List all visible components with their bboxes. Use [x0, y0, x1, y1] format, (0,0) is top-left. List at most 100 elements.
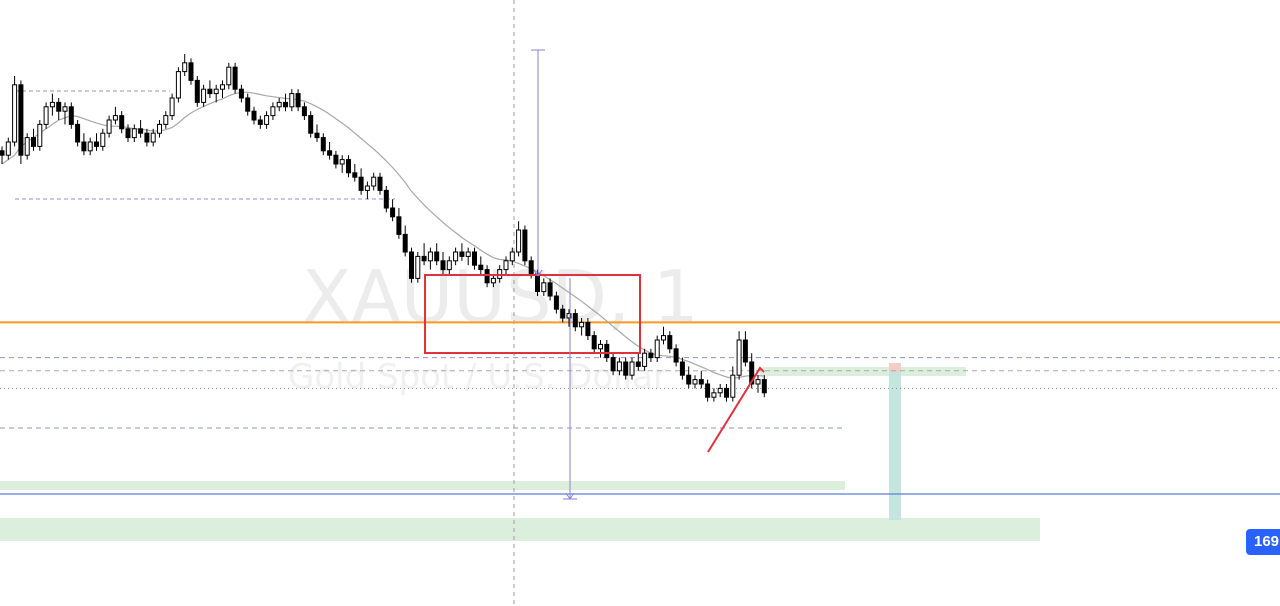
candle [75, 120, 81, 147]
candle-body [610, 357, 616, 372]
watermark: XAUUSD, 1 Gold Spot / U.S. Dollar [288, 255, 699, 397]
candle-body [503, 260, 509, 271]
candle-body [49, 101, 55, 108]
candle [635, 353, 641, 371]
candle-body [157, 123, 162, 134]
candle-body [264, 115, 270, 125]
candle [383, 186, 389, 213]
candle-body [724, 387, 729, 398]
candle-body [257, 119, 263, 125]
candle-body [566, 313, 572, 319]
candle-body [213, 88, 219, 95]
candles-layer [0, 54, 767, 402]
candle [112, 106, 118, 125]
candle [585, 318, 591, 340]
candle [163, 111, 169, 129]
candle [509, 247, 515, 266]
candle-body [289, 93, 295, 108]
candle [440, 252, 446, 274]
candle-body [390, 207, 396, 218]
candle-body [591, 335, 597, 350]
candle-body [698, 379, 704, 385]
candle [144, 128, 150, 147]
candle-body [490, 277, 496, 284]
candle-body [5, 141, 11, 156]
candle [131, 124, 137, 142]
candle-body [484, 269, 490, 284]
candle-body [478, 264, 484, 271]
candle [238, 84, 244, 103]
candle-body [409, 251, 414, 279]
position-stop-zone [889, 363, 901, 372]
candle-body [182, 62, 188, 73]
candle [320, 133, 326, 156]
candle [232, 62, 238, 94]
candle-body [333, 154, 339, 165]
candle [81, 133, 87, 156]
candle [125, 124, 131, 142]
candle-body [371, 176, 377, 187]
candle [87, 137, 93, 156]
candle-body [226, 66, 232, 86]
candle-body [692, 379, 698, 385]
candle-body [572, 313, 578, 328]
candle [157, 120, 162, 138]
watermark-description: Gold Spot / U.S. Dollar [288, 357, 667, 397]
candle [37, 120, 43, 151]
candle-body [18, 84, 24, 156]
candle [352, 164, 358, 182]
candle [705, 379, 711, 402]
candle-body [94, 141, 99, 147]
candle [43, 102, 49, 129]
price-badge[interactable]: 169 [1246, 529, 1280, 555]
candle [541, 278, 547, 296]
candle [289, 89, 295, 112]
candle-body [686, 374, 692, 385]
candle-body [742, 339, 748, 363]
candle-body [245, 97, 251, 112]
candle [409, 247, 414, 283]
candle [339, 155, 345, 173]
measure-arrow-top-head [533, 269, 543, 277]
impulse-leg [707, 366, 765, 453]
candle [251, 106, 257, 125]
candle [371, 172, 377, 191]
candle-body [440, 260, 446, 271]
candle [182, 54, 188, 76]
candle [49, 93, 55, 116]
candle [5, 137, 11, 160]
candle-body [434, 251, 440, 262]
candle-body [150, 132, 156, 143]
candle-body [163, 115, 169, 125]
candle [194, 76, 200, 107]
candle [169, 93, 175, 120]
candle-body [68, 106, 74, 125]
candle-body [194, 79, 200, 103]
consolidation-box [424, 274, 641, 354]
candle [270, 102, 276, 120]
candle-body [711, 392, 717, 398]
candle-body [175, 71, 181, 99]
candle [742, 331, 748, 367]
candle-body [43, 106, 49, 125]
candle [150, 128, 156, 147]
candle-body [169, 97, 175, 117]
candle-body [377, 176, 383, 191]
candle [623, 357, 629, 380]
candle [730, 366, 736, 402]
candle [724, 384, 729, 402]
candle-body [138, 128, 144, 134]
candle [654, 335, 660, 362]
candle-body [232, 66, 238, 90]
candle [31, 128, 36, 151]
candle [673, 344, 679, 367]
candle [472, 247, 477, 270]
candle [301, 102, 307, 120]
candle-body [472, 251, 477, 266]
candle [642, 348, 648, 371]
candle-body [629, 361, 635, 376]
candle-body [75, 123, 81, 143]
candle [717, 384, 723, 398]
